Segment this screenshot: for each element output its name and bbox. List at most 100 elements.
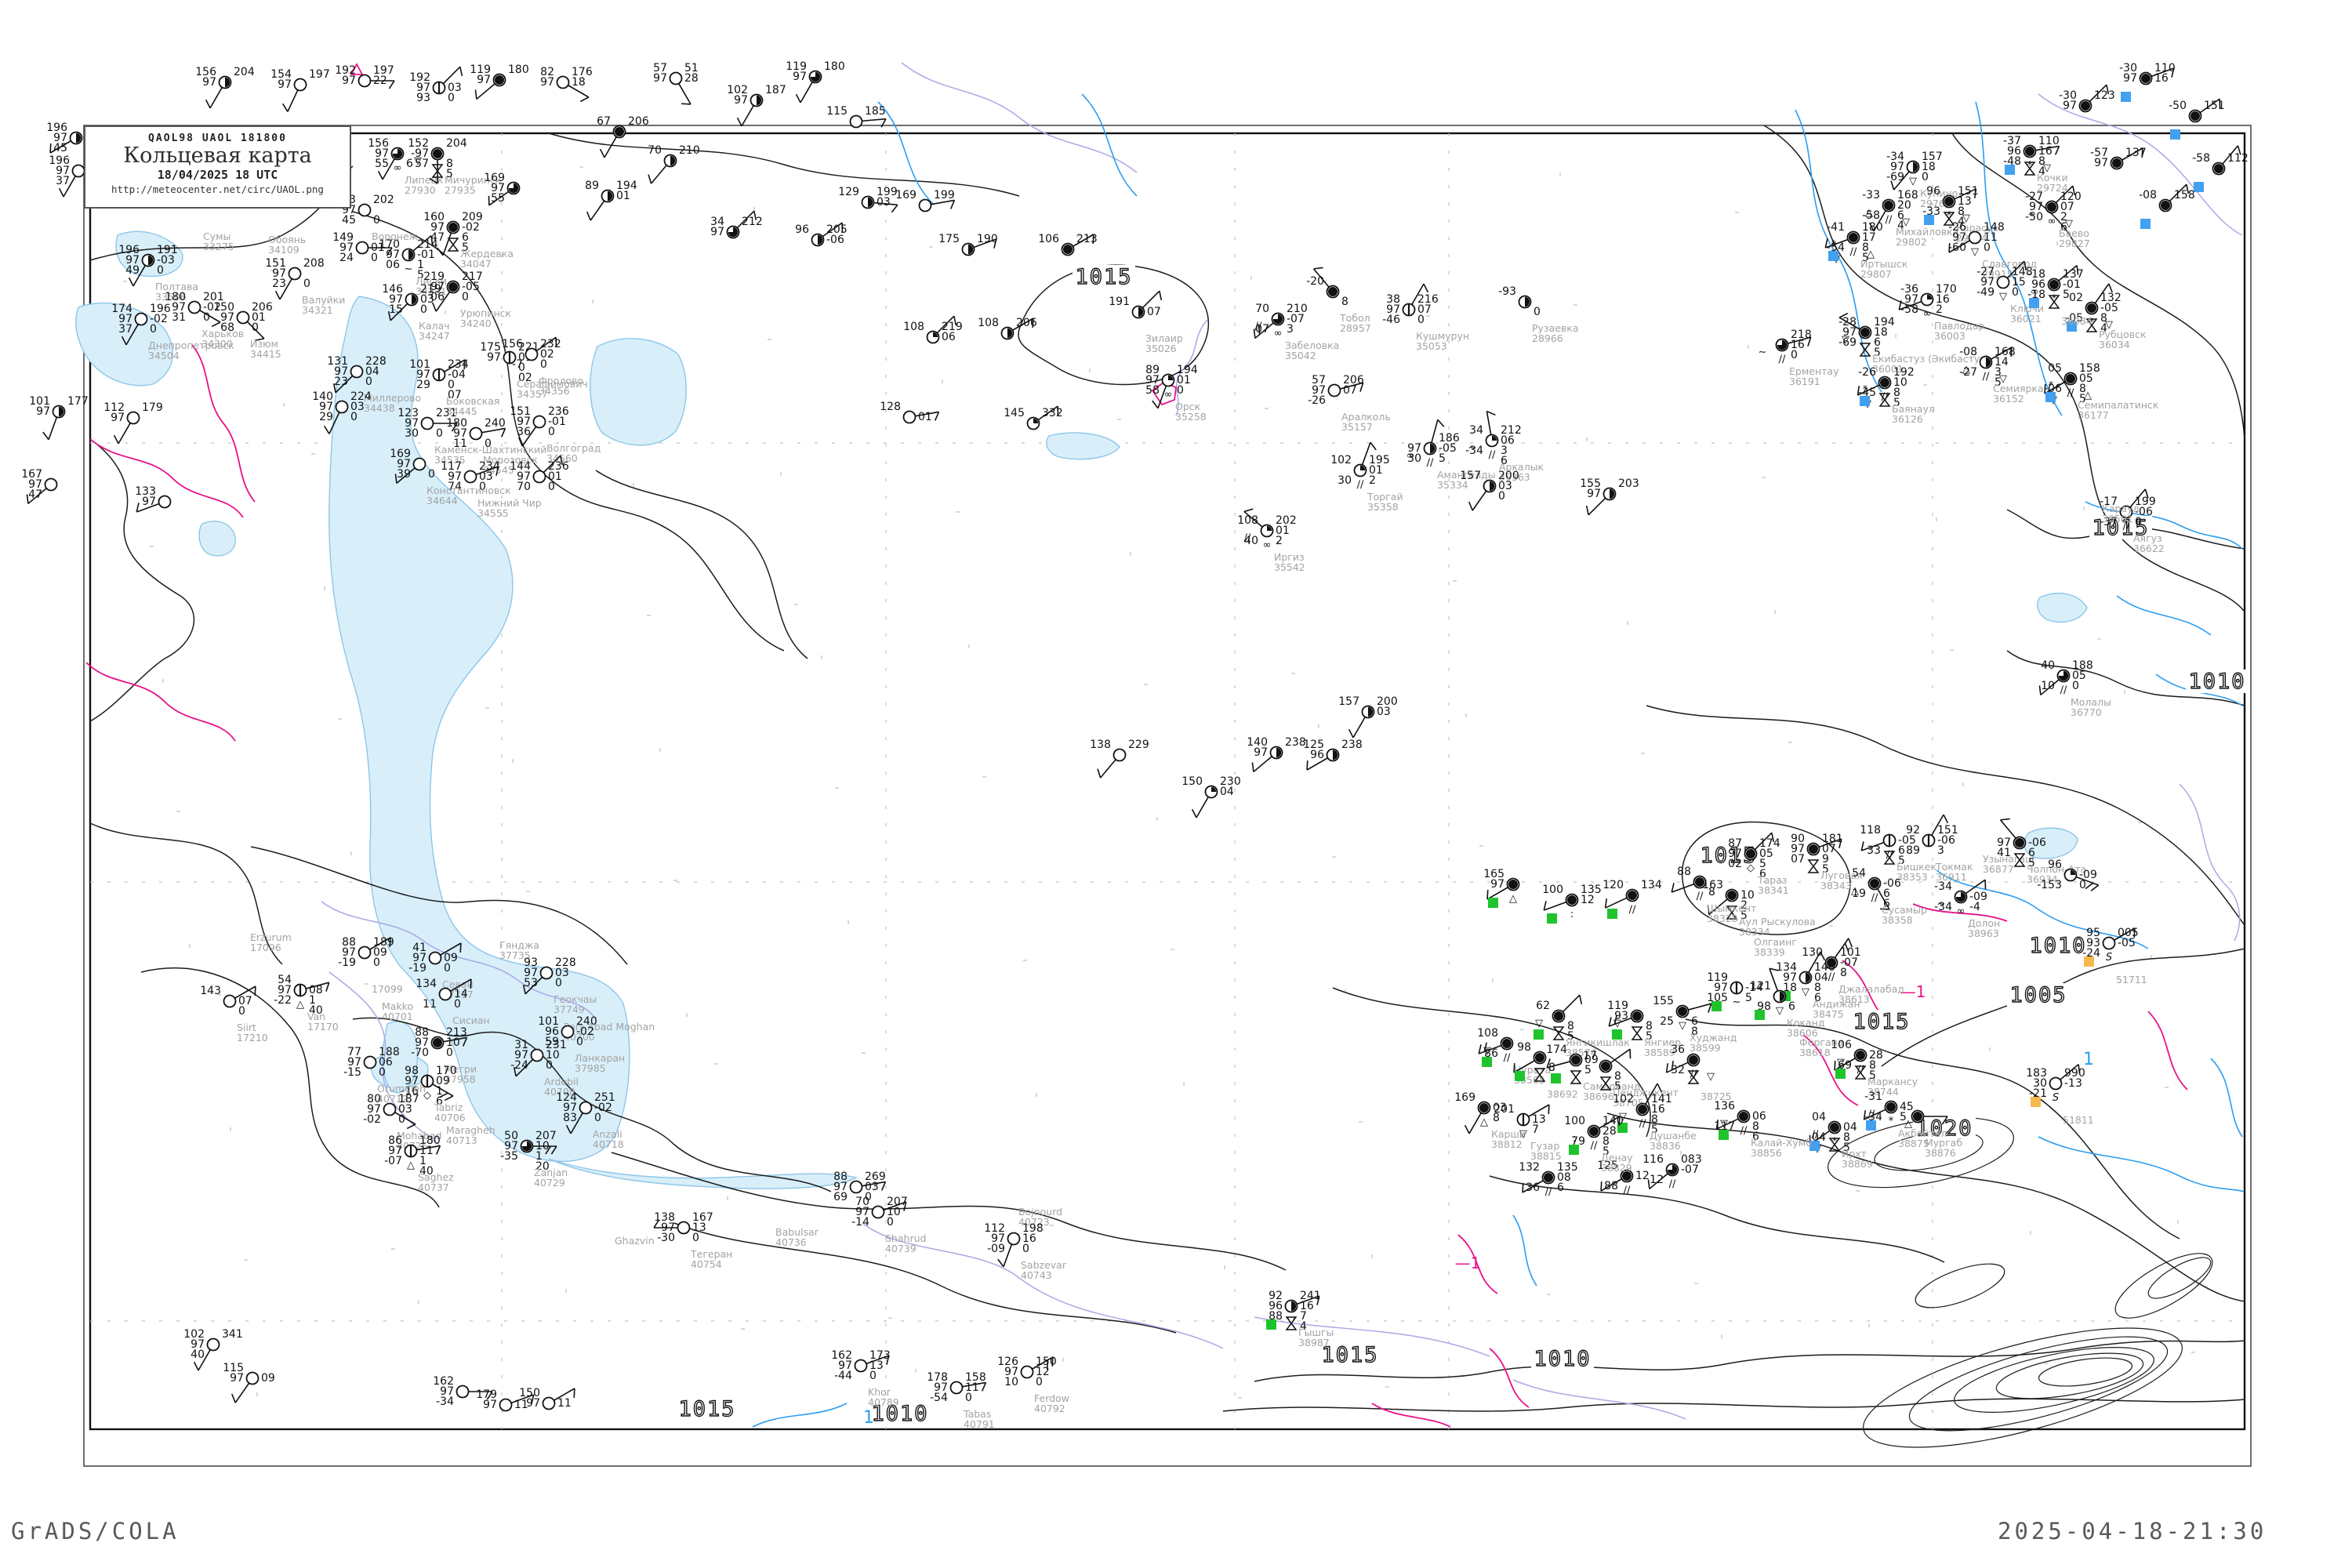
svg-text:5: 5: [1862, 252, 1869, 264]
svg-text:45: 45: [342, 214, 356, 227]
svg-text:34240: 34240: [460, 318, 492, 329]
svg-text:59: 59: [545, 1036, 559, 1048]
svg-text:36770: 36770: [2071, 706, 2102, 718]
svg-text:Saghez: Saghez: [418, 1171, 454, 1183]
svg-text:34: 34: [710, 216, 724, 228]
svg-text:180: 180: [419, 1134, 441, 1147]
svg-text:214: 214: [417, 238, 438, 251]
map-title: Кольцевая карта: [123, 143, 312, 168]
svg-text:Фролово: Фролово: [539, 375, 583, 387]
svg-text:174: 174: [111, 303, 132, 315]
lake-issyk-kul: [2024, 827, 2078, 859]
svg-text:80: 80: [367, 1093, 381, 1105]
svg-text:13: 13: [692, 1221, 706, 1234]
svg-text:132: 132: [1519, 1161, 1540, 1174]
svg-text:∞: ∞: [2048, 216, 2056, 227]
svg-text:Рузаевка: Рузаевка: [1532, 322, 1579, 334]
svg-text:3: 3: [1287, 323, 1294, 336]
svg-text:40713: 40713: [446, 1134, 477, 1146]
svg-text:219: 219: [420, 283, 441, 296]
svg-text:1: 1: [436, 1085, 443, 1098]
svg-text:38475: 38475: [1813, 1008, 1844, 1020]
svg-text:8: 8: [1614, 1070, 1621, 1083]
svg-text:0: 0: [479, 481, 486, 493]
svg-text:-27: -27: [1976, 266, 1994, 278]
svg-text:6: 6: [1691, 1015, 1698, 1028]
svg-text:33: 33: [1867, 844, 1881, 857]
svg-text:Лиски: Лиски: [416, 275, 447, 287]
svg-text:38353: 38353: [1896, 871, 1928, 883]
svg-text:▽: ▽: [1837, 1057, 1845, 1069]
svg-text:204: 204: [446, 137, 467, 150]
svg-text:33275: 33275: [203, 241, 234, 252]
svg-text:168: 168: [1994, 346, 2016, 358]
svg-text:▽: ▽: [1909, 176, 1917, 187]
front-triangle-icon: [350, 63, 364, 75]
svg-text:07: 07: [1255, 323, 1269, 336]
svg-text:58: 58: [1145, 384, 1160, 397]
svg-text:8: 8: [1493, 1112, 1500, 1124]
svg-text:-06: -06: [1937, 834, 1955, 847]
svg-text:36001: 36001: [1872, 363, 1904, 375]
svg-text:8: 8: [1691, 1025, 1698, 1038]
svg-text:36191: 36191: [1789, 376, 1820, 387]
svg-text:09: 09: [373, 946, 387, 959]
svg-text:03: 03: [479, 470, 493, 483]
svg-text:191: 191: [157, 244, 178, 256]
svg-text:Морозовск: Морозовск: [483, 454, 539, 466]
svg-text:Сисиан: Сисиан: [452, 1014, 490, 1026]
svg-text:167: 167: [21, 468, 42, 481]
svg-text:194: 194: [616, 180, 637, 192]
svg-text:5: 5: [1994, 376, 2002, 389]
svg-text:40: 40: [419, 1165, 434, 1178]
svg-text:234: 234: [479, 460, 500, 473]
svg-text:∕∕: ∕∕: [1779, 354, 1786, 365]
svg-text:Аягуз: Аягуз: [2133, 532, 2162, 544]
svg-text:▽: ▽: [414, 155, 422, 167]
svg-text:△: △: [1867, 249, 1875, 260]
svg-text:38815: 38815: [1530, 1150, 1562, 1162]
svg-text:125: 125: [1303, 739, 1324, 751]
svg-text:38599: 38599: [1690, 1042, 1721, 1054]
svg-text:Молалы: Молалы: [2071, 696, 2111, 708]
svg-text:-35: -35: [500, 1150, 518, 1163]
svg-text:—1: —1: [1900, 982, 1926, 1001]
svg-text:112: 112: [984, 1222, 1005, 1235]
svg-text:110: 110: [2154, 62, 2176, 74]
svg-text:-05: -05: [2100, 302, 2118, 314]
svg-text:216: 216: [1417, 293, 1439, 306]
svg-text:▽: ▽: [1483, 1045, 1491, 1057]
svg-text:1: 1: [419, 1155, 426, 1167]
svg-text:Луговая: Луговая: [1820, 869, 1863, 881]
svg-text:152: 152: [408, 137, 429, 150]
svg-text:∕∕: ∕∕: [1255, 321, 1262, 332]
station-plot: 175 190: [938, 233, 998, 256]
svg-text:▽: ▽: [2043, 162, 2051, 174]
station-plot: 120 134 ∕∕: [1602, 879, 1662, 919]
svg-text:97: 97: [934, 1381, 948, 1394]
svg-text:0: 0: [1417, 314, 1425, 326]
svg-text:0: 0: [2135, 516, 2142, 528]
svg-text:0: 0: [1922, 171, 1929, 183]
svg-text:110: 110: [2038, 135, 2060, 147]
svg-text:97: 97: [342, 946, 356, 959]
svg-text:-14: -14: [851, 1216, 869, 1229]
svg-text:236: 236: [548, 460, 569, 473]
svg-text:Зилаир: Зилаир: [1145, 332, 1183, 344]
svg-text:96: 96: [1926, 185, 1940, 198]
svg-text:2: 2: [1276, 535, 1283, 547]
svg-text:35042: 35042: [1285, 350, 1316, 361]
svg-text:101: 101: [538, 1015, 559, 1028]
svg-text:0: 0: [462, 291, 469, 303]
svg-text:∕∕: ∕∕: [1624, 1185, 1631, 1196]
